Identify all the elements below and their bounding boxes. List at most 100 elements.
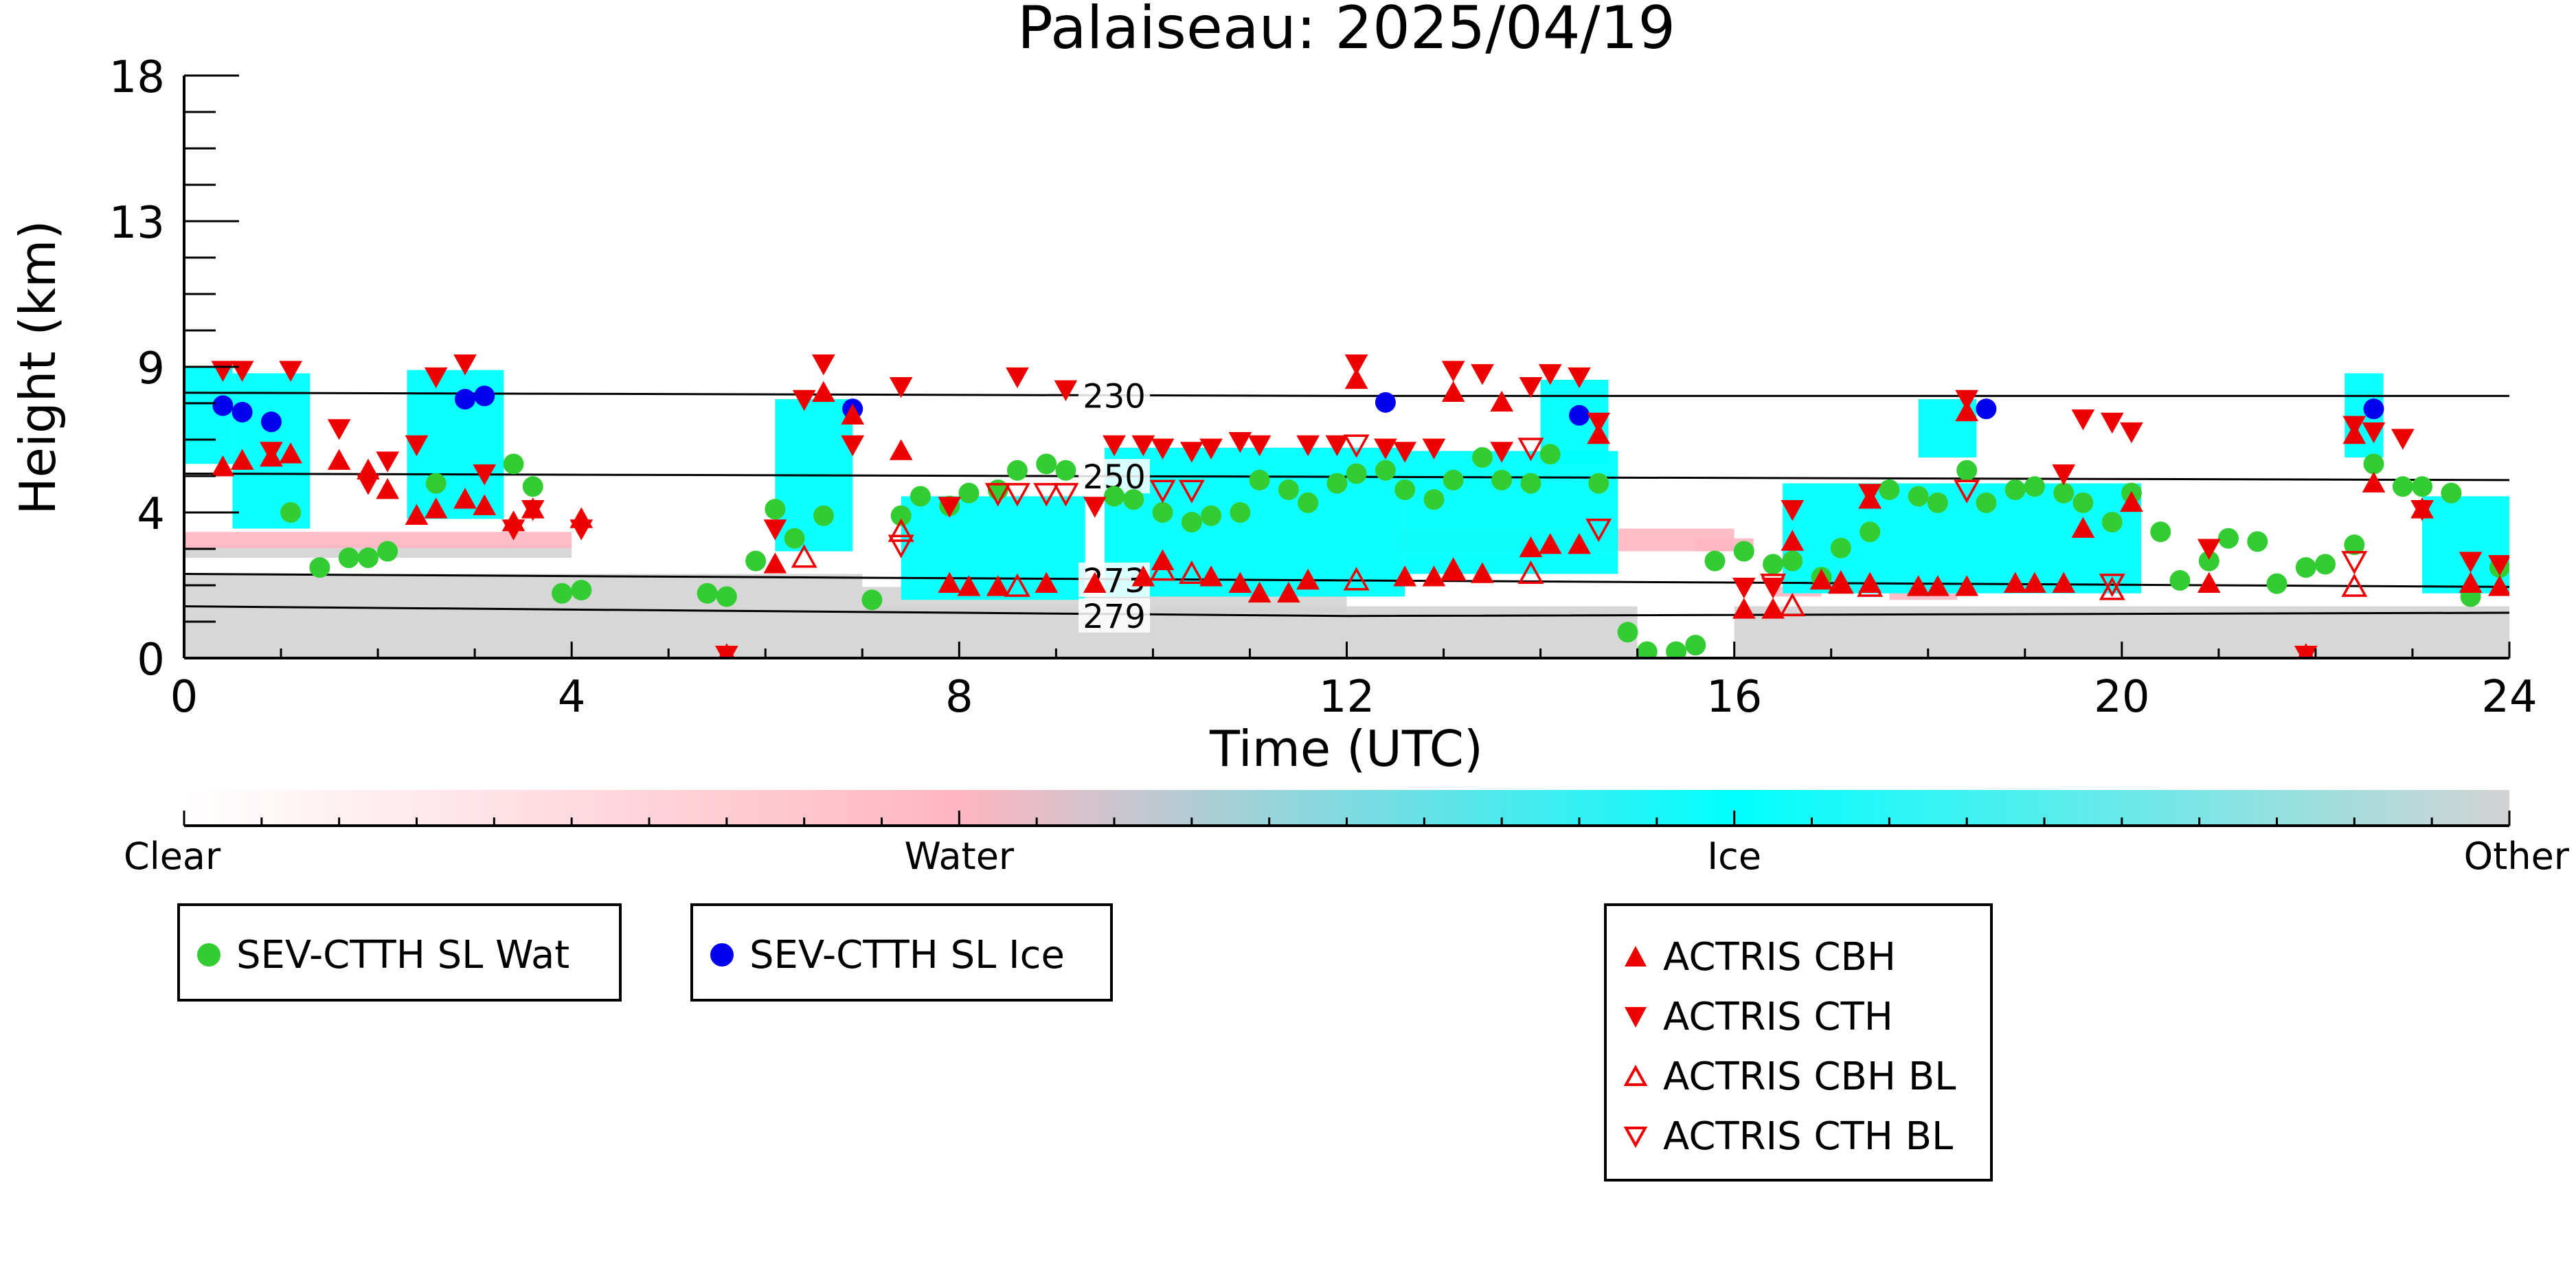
data-point xyxy=(1054,380,1078,402)
data-point xyxy=(1781,499,1805,521)
data-point xyxy=(958,482,980,504)
data-point xyxy=(376,451,400,473)
data-point xyxy=(2363,398,2384,420)
data-point xyxy=(1375,392,1396,413)
legend-item: ACTRIS CTH xyxy=(1620,993,1893,1041)
data-point xyxy=(2362,471,2386,493)
green-circle-icon xyxy=(197,943,221,967)
triangle-down-outline-icon xyxy=(1623,1127,1648,1149)
x-tick-label: 16 xyxy=(1706,672,1762,723)
legend-label: SEV-CTTH SL Wat xyxy=(236,932,570,978)
data-point xyxy=(260,442,283,463)
legend-actris: ACTRIS CBH ACTRIS CTH ACTRIS CBH BL ACTR… xyxy=(1604,903,1993,1182)
data-point xyxy=(280,502,302,523)
data-point xyxy=(357,474,380,495)
data-point xyxy=(1247,435,1272,457)
data-point xyxy=(1471,562,1494,583)
data-point xyxy=(909,486,931,507)
data-point xyxy=(1976,398,1997,420)
data-point xyxy=(1858,484,1882,505)
data-point xyxy=(1490,442,1514,463)
isotherm-line xyxy=(183,392,2509,397)
data-point xyxy=(1152,502,1173,523)
data-point xyxy=(2024,476,2045,497)
data-point xyxy=(327,419,351,440)
y-tick-label: 13 xyxy=(109,198,165,249)
data-point xyxy=(453,488,477,509)
data-point xyxy=(1151,438,1175,460)
data-point xyxy=(745,550,767,572)
data-point xyxy=(1006,367,1029,389)
data-point xyxy=(1617,622,1638,643)
data-point xyxy=(1006,460,1028,481)
data-point xyxy=(888,518,914,542)
blue-circle-icon xyxy=(710,943,734,967)
data-point xyxy=(357,547,379,568)
data-point xyxy=(1976,492,1997,513)
data-point xyxy=(2169,569,2191,591)
data-point xyxy=(1471,447,1493,468)
data-point xyxy=(1249,469,1270,490)
data-point xyxy=(1131,435,1155,457)
data-point xyxy=(1393,442,1416,463)
data-point xyxy=(2266,573,2287,594)
data-point xyxy=(230,449,254,470)
data-point xyxy=(327,449,351,470)
data-point xyxy=(473,464,497,486)
data-point xyxy=(1491,469,1513,490)
data-point xyxy=(1103,435,1126,457)
data-point xyxy=(2341,573,2368,597)
data-point xyxy=(522,476,543,497)
data-point xyxy=(1083,572,1107,593)
data-point xyxy=(2341,551,2368,575)
data-point xyxy=(1296,435,1320,457)
data-point xyxy=(1055,460,1076,481)
cloud-mask-ice xyxy=(1405,451,1618,574)
data-point xyxy=(1761,598,1785,619)
data-point xyxy=(938,572,962,593)
data-point xyxy=(938,497,962,518)
data-point xyxy=(1422,438,1446,460)
cloud-mask-ice xyxy=(901,496,1085,600)
data-point xyxy=(1781,530,1805,551)
data-point xyxy=(1782,550,1803,572)
isotherm-label-bg xyxy=(1078,378,1150,413)
data-point xyxy=(1827,570,1854,594)
data-point xyxy=(841,403,865,425)
data-point xyxy=(405,504,429,526)
data-point xyxy=(1123,489,1144,510)
data-point xyxy=(784,528,805,549)
data-point xyxy=(405,435,429,457)
data-point xyxy=(697,583,718,604)
data-point xyxy=(2412,476,2433,497)
data-point xyxy=(455,389,476,410)
data-point xyxy=(1830,537,1851,558)
triangle-up-filled-icon xyxy=(1625,946,1647,967)
data-point xyxy=(1199,565,1223,587)
data-point xyxy=(888,534,914,558)
legend-label: ACTRIS CBH xyxy=(1663,934,1897,980)
legend-item: ACTRIS CBH xyxy=(1620,933,1896,981)
data-point xyxy=(1956,460,1978,481)
data-point xyxy=(1375,460,1396,481)
data-point xyxy=(1879,479,1900,501)
data-point xyxy=(424,497,448,519)
data-point xyxy=(1569,405,1590,426)
data-point xyxy=(2071,517,2095,538)
data-point xyxy=(1277,581,1300,603)
data-point xyxy=(2459,572,2483,593)
colorbar: Clear Water Ice Other xyxy=(124,790,2570,878)
data-point xyxy=(2247,531,2268,552)
data-point xyxy=(2342,416,2366,437)
data-point xyxy=(1344,368,1368,389)
data-point xyxy=(2099,576,2125,600)
data-point xyxy=(890,505,912,526)
data-point xyxy=(1181,512,1202,533)
data-point xyxy=(569,519,594,541)
data-point xyxy=(765,499,786,520)
data-point xyxy=(1732,598,1756,619)
data-point xyxy=(503,453,524,475)
data-point xyxy=(1490,390,1514,412)
cloud-mask-other xyxy=(184,574,863,607)
